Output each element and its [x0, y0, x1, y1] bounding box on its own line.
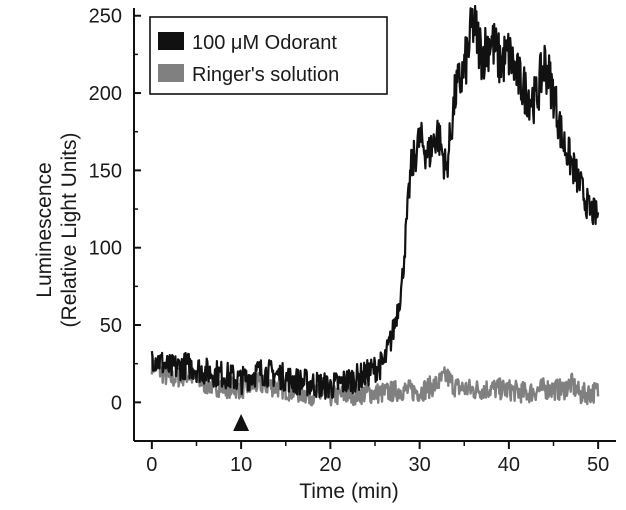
axes: 0 50 100 150 200 250 0 10 20 30 40 50	[89, 6, 616, 476]
x-tick-label: 20	[319, 454, 341, 476]
legend-swatch-odorant	[158, 32, 184, 50]
marker-layer	[233, 414, 250, 431]
legend-label-ringer: Ringer's solution	[192, 64, 339, 86]
legend-label-odorant: 100 μM Odorant	[192, 32, 337, 54]
y-tick-label: 200	[89, 83, 122, 105]
y-tick-label: 250	[89, 6, 122, 28]
x-tick-label: 0	[146, 454, 157, 476]
x-axis-title: Time (min)	[299, 480, 399, 503]
y-axis-title-line2: (Relative Light Units)	[58, 133, 81, 328]
y-tick-label: 0	[111, 392, 122, 414]
x-tick-label: 50	[587, 454, 609, 476]
series-line-odorant	[150, 4, 600, 400]
series-layer	[150, 4, 600, 407]
legend-swatch-ringer	[158, 64, 184, 82]
stimulus-marker-triangle	[233, 414, 250, 431]
y-tick-label: 50	[100, 315, 122, 337]
x-tick-label: 30	[409, 454, 431, 476]
y-tick-label: 150	[89, 160, 122, 182]
legend: 100 μM Odorant Ringer's solution	[149, 16, 388, 95]
y-tick-label: 100	[89, 238, 122, 260]
x-tick-label: 40	[498, 454, 520, 476]
series-line-ringer	[150, 353, 600, 407]
legend-frame	[149, 16, 388, 95]
y-axis-title-line1: Luminescence	[33, 162, 56, 297]
x-tick-label: 10	[230, 454, 252, 476]
